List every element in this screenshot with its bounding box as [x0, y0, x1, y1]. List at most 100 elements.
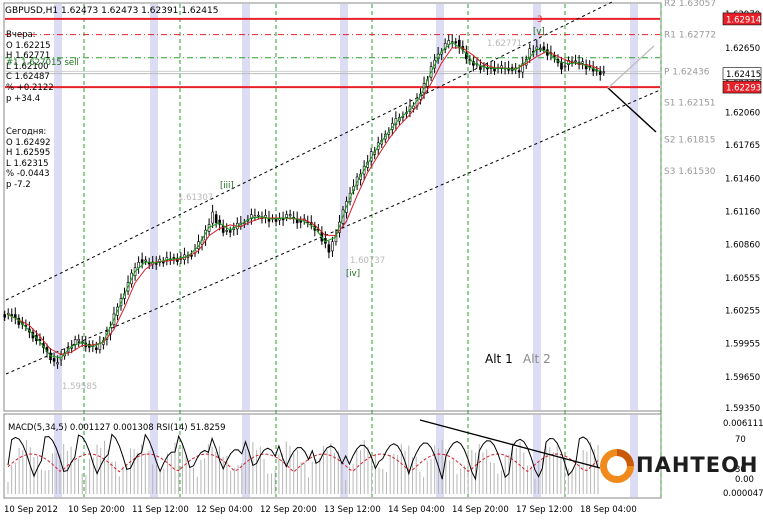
candle-body: [278, 218, 281, 221]
indicator-tick-30: 30: [735, 465, 746, 475]
session-band: [242, 4, 250, 410]
candle-body: [598, 70, 602, 75]
price-badge-1: [722, 67, 762, 80]
candle-body: [560, 62, 563, 70]
candle-body: [539, 47, 542, 50]
time-label-2: 11 Sep 12:00: [132, 505, 189, 515]
channel-lower-line: [5, 89, 661, 375]
wave-label-3: 3: [537, 15, 542, 25]
wave-label-iii: [iii]: [220, 181, 234, 191]
brand-logo: ПАНТЕОН: [598, 444, 760, 488]
candle-body: [542, 46, 546, 51]
price-tick-11: 1.59650: [725, 373, 760, 383]
session-band: [436, 4, 444, 410]
candle-body: [250, 214, 253, 220]
candle-body: [158, 258, 162, 263]
candle-body: [165, 257, 169, 261]
candle-body: [257, 214, 260, 217]
price-badge-label-1: 1.62415: [726, 70, 761, 80]
candle-body: [3, 314, 7, 318]
indicator-tick-min: 0.000047: [723, 489, 763, 499]
price-tick-10: 1.59955: [725, 340, 760, 350]
pivot-label-2: P 1.62436: [664, 67, 710, 77]
candle-body: [331, 241, 334, 252]
today-title: Сегодня:: [6, 127, 47, 137]
chart-title: GBPUSD,H1 1.62473 1.62473 1.62391 1.6241…: [5, 6, 219, 16]
yesterday-close: C 1.62487: [6, 72, 50, 83]
candle-body: [264, 215, 267, 218]
price-tick-7: 1.60860: [725, 240, 760, 250]
candle-body: [52, 358, 56, 362]
candle-body: [214, 214, 218, 224]
price-tick-4: 1.61765: [725, 141, 760, 151]
candle-body: [211, 211, 214, 224]
yesterday-stats: Вчера: O 1.62215 H 1.62771 L 1.62100 C 1…: [6, 30, 54, 104]
time-label-3: 12 Sep 04:00: [196, 505, 253, 515]
time-label-5: 13 Sep 12:00: [324, 505, 381, 515]
rsi-line: [7, 453, 599, 473]
candle-body: [77, 339, 81, 342]
session-band: [242, 415, 250, 497]
session-band: [54, 415, 62, 497]
candle-body: [56, 362, 59, 365]
candle-body: [140, 259, 144, 263]
price-label-swing-low: 1.59585: [62, 382, 97, 392]
wave-label-iv: [iv]: [346, 269, 360, 279]
yesterday-points: p +34.4: [6, 93, 41, 104]
yesterday-title: Вчера:: [6, 30, 36, 40]
projection-up-line: [607, 45, 655, 89]
candle-body: [412, 105, 415, 109]
today-low: L 1.62315: [6, 158, 49, 169]
candle-body: [144, 259, 147, 262]
indicator-tick-zero: 0.00: [735, 475, 754, 485]
candle-body: [218, 219, 221, 225]
candle-body: [288, 214, 292, 217]
today-percent: % -0.0443: [6, 169, 50, 180]
candle-body: [274, 219, 278, 222]
candle-body: [228, 230, 232, 233]
channel-upper-line: [5, 1, 613, 301]
price-tick-5: 1.61460: [725, 174, 760, 184]
pivot-label-4: S2 1.61815: [664, 136, 716, 146]
session-band: [630, 415, 638, 497]
candle-body: [281, 218, 285, 221]
indicator-tick-70: 70: [735, 435, 746, 445]
candle-body: [535, 46, 539, 51]
candle-body: [10, 314, 14, 317]
yesterday-percent: % +0.2122: [6, 82, 54, 93]
candle-body: [553, 55, 556, 57]
session-band: [150, 415, 158, 497]
candle-body: [154, 263, 158, 265]
session-band: [630, 4, 638, 410]
alt1-label: Alt 1: [485, 352, 513, 366]
price-label-swing-high: 1.62771: [487, 39, 522, 49]
pivot-label-0: R2 1.63057: [664, 0, 716, 9]
price-tick-8: 1.60555: [725, 274, 760, 284]
time-label-1: 10 Sep 20:00: [68, 505, 125, 515]
indicator-title: MACD(5,34,5) 0.001127 0.001308 RSI(14) 5…: [8, 423, 225, 433]
time-label-6: 14 Sep 04:00: [388, 505, 445, 515]
yesterday-high: H 1.62771: [6, 51, 51, 62]
candle-body: [574, 60, 577, 63]
price-tick-1: 1.62650: [725, 44, 760, 54]
today-high: H 1.62595: [6, 148, 51, 159]
price-tick-3: 1.62060: [725, 109, 760, 119]
candle-body: [479, 66, 482, 70]
session-band: [533, 4, 541, 410]
ma-fast-line: [7, 41, 601, 359]
price-tick-9: 1.60255: [725, 307, 760, 317]
candle-body: [253, 215, 257, 218]
price-tick-12: 1.59350: [725, 404, 760, 414]
pivot-label-3: S1 1.62151: [664, 99, 716, 109]
pivot-label-1: R1 1.62772: [664, 31, 716, 41]
session-band: [533, 415, 541, 497]
pivot-label-5: S3 1.61530: [664, 167, 716, 177]
wave-label-v: [v]: [533, 27, 545, 37]
alt2-label: Alt 2: [523, 352, 551, 366]
candle-body: [172, 257, 176, 259]
candle-body: [73, 339, 77, 345]
candle-body: [95, 347, 98, 350]
candle-body: [285, 214, 288, 218]
price-badge-0: [722, 12, 762, 26]
